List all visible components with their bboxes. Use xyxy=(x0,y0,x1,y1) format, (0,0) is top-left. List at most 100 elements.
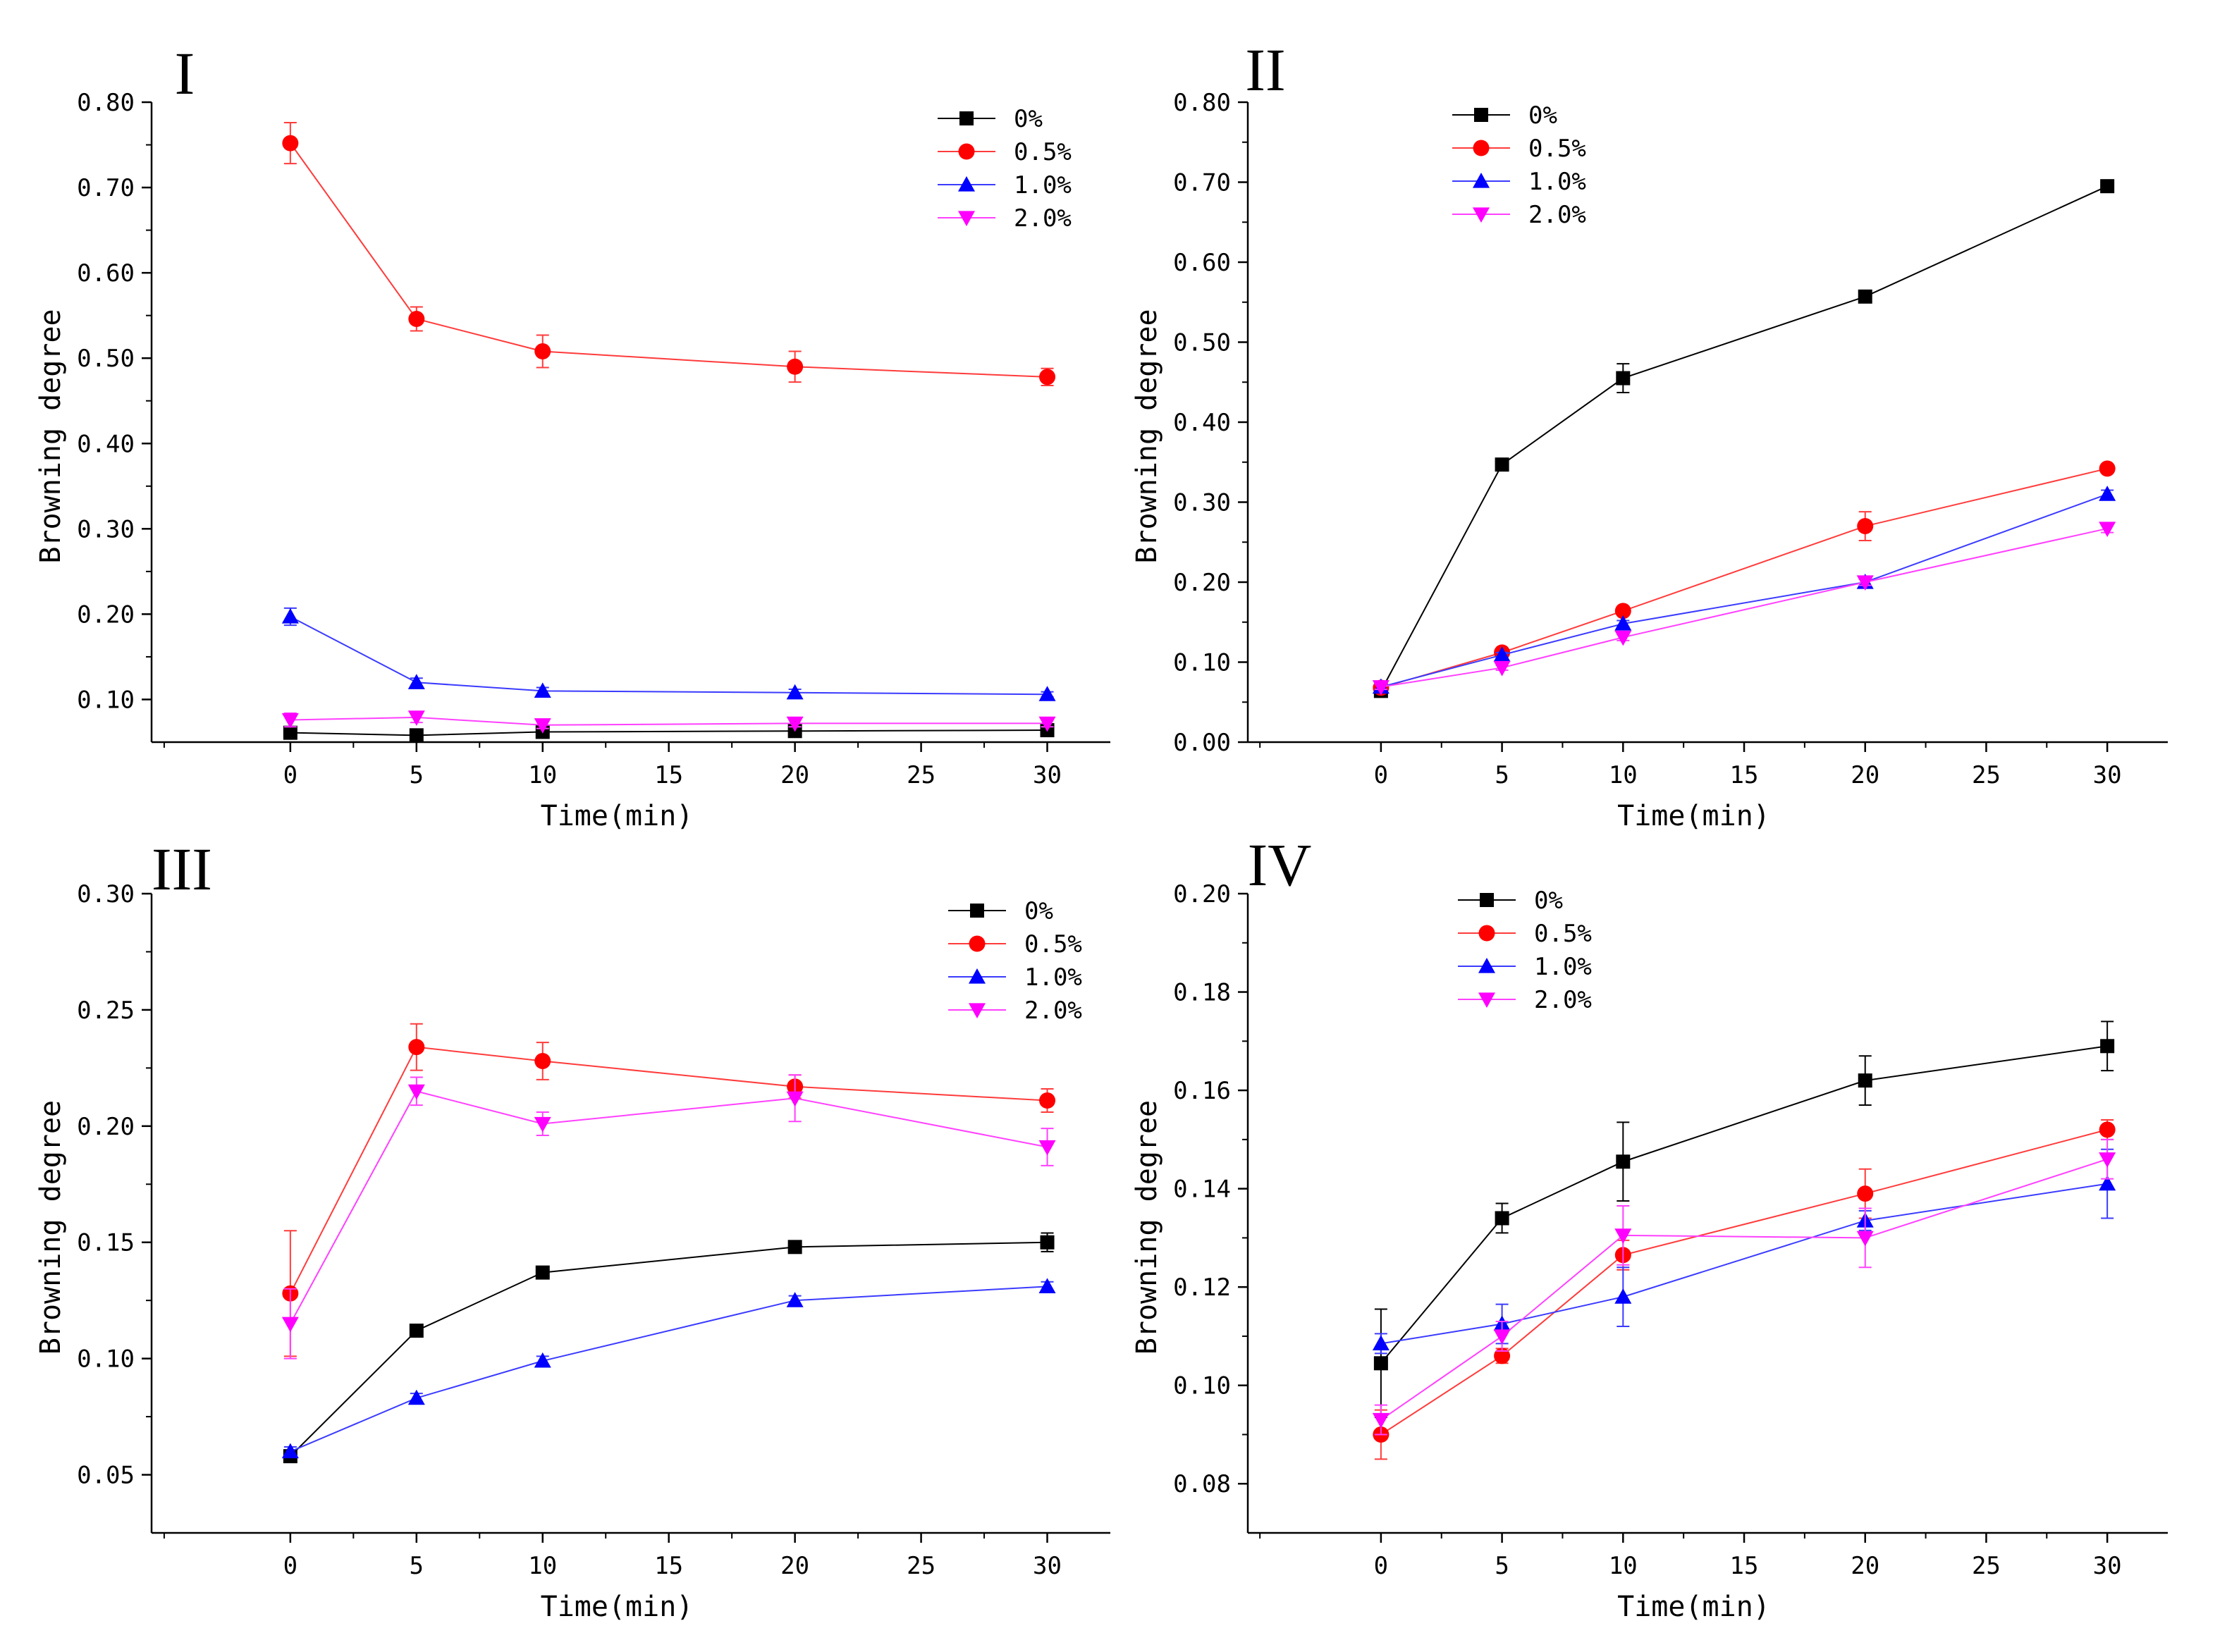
legend-marker xyxy=(1473,140,1490,156)
legend-label: 0.5% xyxy=(1014,138,1072,166)
data-point xyxy=(283,725,297,740)
x-tick-label: 30 xyxy=(1033,1552,1062,1580)
y-tick-label: 0.10 xyxy=(1173,1372,1231,1400)
data-point xyxy=(1372,1412,1390,1429)
legend-marker xyxy=(959,111,974,125)
x-tick-label: 25 xyxy=(1972,1552,2001,1580)
y-tick-label: 0.00 xyxy=(1173,729,1231,757)
legend: 0% 0.5% 1.0% 2.0% xyxy=(948,897,1082,1025)
y-tick-label: 0.20 xyxy=(1173,880,1231,908)
legend-label: 1.0% xyxy=(1014,171,1072,199)
data-point xyxy=(786,684,804,700)
x-tick-label: 5 xyxy=(1495,1552,1509,1580)
y-tick-label: 0.50 xyxy=(1173,329,1231,357)
data-point xyxy=(1495,1211,1509,1226)
x-tick-label: 10 xyxy=(1609,761,1638,789)
legend-marker xyxy=(958,143,975,160)
x-tick-label: 15 xyxy=(654,1552,683,1580)
data-point xyxy=(407,1084,425,1100)
data-point xyxy=(1038,716,1056,732)
y-tick-label: 0.70 xyxy=(1173,169,1231,197)
y-tick-label: 0.14 xyxy=(1173,1176,1231,1204)
legend-label: 0% xyxy=(1534,887,1563,915)
legend-item: 0% xyxy=(1458,887,1563,915)
legend-item: 2.0% xyxy=(948,997,1082,1025)
legend-marker xyxy=(958,211,975,226)
y-tick-label: 0.20 xyxy=(77,1113,135,1141)
data-point xyxy=(1614,615,1632,631)
data-point xyxy=(535,1265,550,1280)
x-tick-label: 25 xyxy=(907,1552,936,1580)
x-tick-label: 30 xyxy=(2093,761,2122,789)
series-2-0pct xyxy=(281,710,1056,734)
data-point xyxy=(1856,1231,1874,1247)
y-axis-title: Browning degree xyxy=(1131,309,1163,563)
data-point xyxy=(534,1052,551,1069)
data-point xyxy=(1616,1154,1631,1169)
data-point xyxy=(408,1039,425,1056)
legend: 0% 0.5% 1.0% 2.0% xyxy=(1458,887,1592,1014)
data-point xyxy=(1373,1356,1388,1371)
series-1-0pct xyxy=(281,1278,1056,1459)
legend-marker xyxy=(969,935,986,952)
legend-item: 2.0% xyxy=(1452,201,1586,229)
data-point xyxy=(409,1324,424,1338)
data-point xyxy=(1039,1092,1056,1109)
data-point xyxy=(1614,1288,1632,1304)
y-tick-label: 0.12 xyxy=(1173,1274,1231,1302)
legend-label: 0% xyxy=(1528,101,1557,130)
data-point xyxy=(2100,1039,2115,1054)
data-point xyxy=(281,713,299,729)
legend-label: 1.0% xyxy=(1534,953,1592,981)
data-point xyxy=(1857,518,1874,535)
legend-marker xyxy=(1480,893,1494,907)
legend-item: 0.5% xyxy=(938,138,1072,166)
y-tick-label: 0.30 xyxy=(1173,489,1231,517)
legend: 0% 0.5% 1.0% 2.0% xyxy=(1452,101,1586,229)
y-tick-label: 0.08 xyxy=(1173,1470,1231,1498)
data-point xyxy=(407,1389,425,1405)
x-tick-label: 20 xyxy=(1851,761,1879,789)
y-tick-label: 0.05 xyxy=(77,1462,135,1490)
x-tick-label: 20 xyxy=(780,761,809,789)
data-point xyxy=(1614,603,1631,620)
data-point xyxy=(1493,660,1511,677)
legend-label: 0.5% xyxy=(1528,135,1586,163)
panel-label: IV xyxy=(1248,831,1312,899)
legend-marker xyxy=(969,968,986,984)
data-point xyxy=(2099,522,2116,537)
data-point xyxy=(409,728,424,743)
legend-marker xyxy=(969,1003,986,1018)
y-axis-title: Browning degree xyxy=(1131,1100,1163,1355)
series-2-0pct xyxy=(1372,522,2116,696)
y-axis-title: Browning degree xyxy=(35,1100,67,1355)
legend-item: 0% xyxy=(948,897,1053,925)
x-tick-label: 10 xyxy=(1609,1552,1638,1580)
legend-item: 0.5% xyxy=(1458,920,1592,948)
y-tick-label: 0.25 xyxy=(77,997,135,1025)
y-tick-label: 0.30 xyxy=(77,515,135,543)
series-2-0pct xyxy=(281,1074,1056,1360)
data-point xyxy=(2099,1175,2116,1191)
y-tick-label: 0.50 xyxy=(77,345,135,373)
series-0-5pct xyxy=(282,122,1056,386)
data-point xyxy=(1495,457,1509,472)
data-point xyxy=(281,1317,299,1333)
y-tick-label: 0.18 xyxy=(1173,979,1231,1007)
y-tick-label: 0.30 xyxy=(77,880,135,908)
data-point xyxy=(1856,575,1874,591)
y-tick-label: 0.16 xyxy=(1173,1077,1231,1105)
data-point xyxy=(786,1292,804,1307)
x-tick-label: 15 xyxy=(1730,1552,1759,1580)
x-tick-label: 0 xyxy=(283,1552,297,1580)
legend-marker xyxy=(1478,958,1495,973)
data-point xyxy=(786,1091,804,1107)
x-tick-label: 5 xyxy=(1495,761,1509,789)
y-tick-label: 0.10 xyxy=(77,1345,135,1374)
legend-marker xyxy=(970,904,984,918)
legend-marker xyxy=(1478,925,1495,942)
data-point xyxy=(1614,1228,1632,1244)
y-tick-label: 0.40 xyxy=(77,430,135,458)
y-tick-label: 0.20 xyxy=(77,600,135,629)
chart-panel-4: IV 0 5 10 15 20 25 30 0.08 0.10 0.12 0.14 0.16 0.18 0.… xyxy=(1131,831,2168,1623)
